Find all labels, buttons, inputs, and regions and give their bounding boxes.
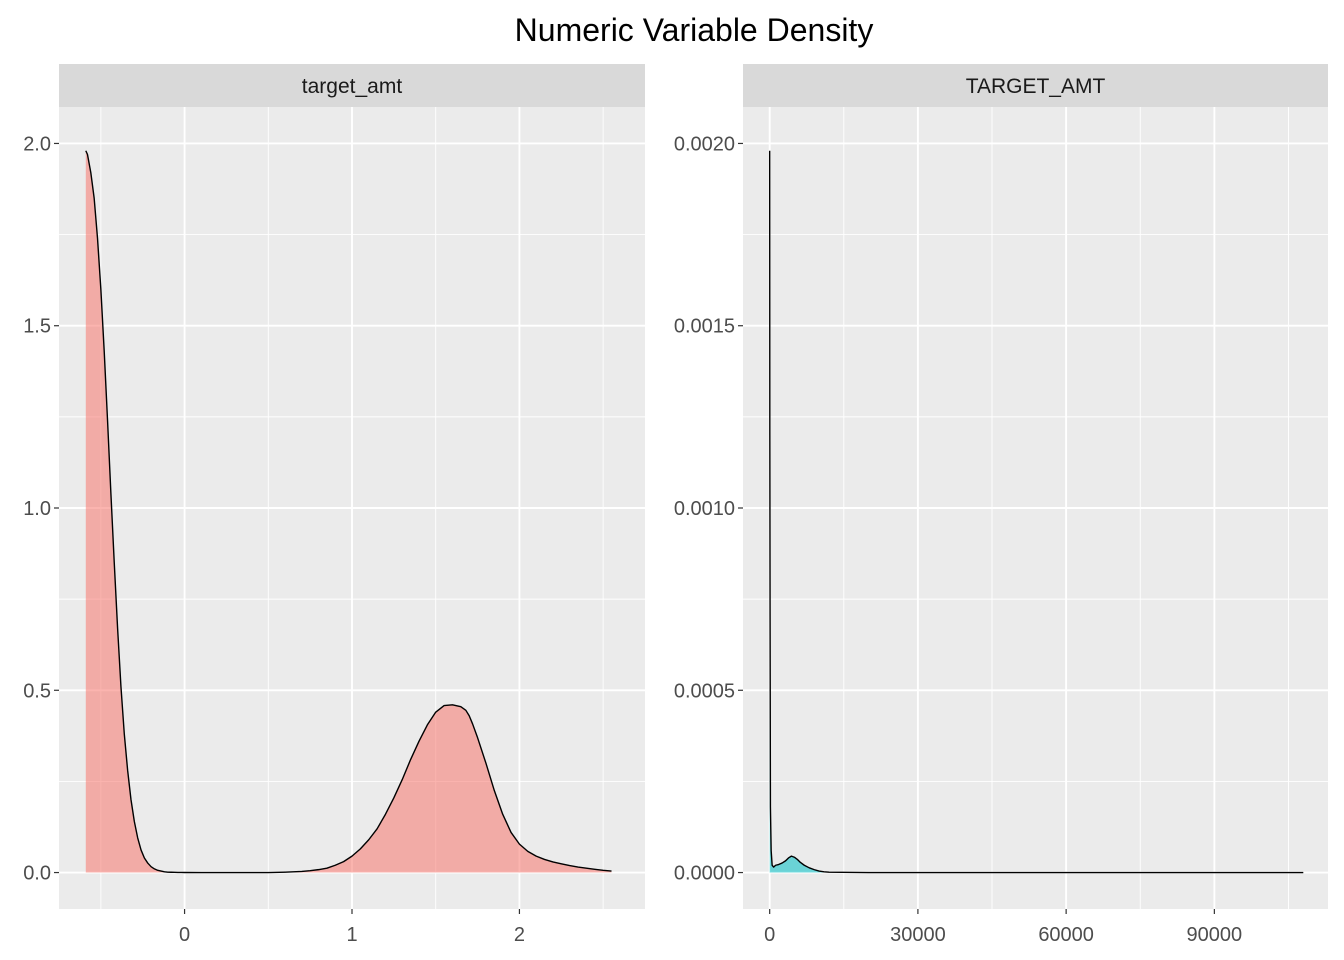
y-tick-label: 0.0005 [674,680,735,702]
y-tick-label: 0.0000 [674,863,735,885]
y-tick-label: 0.0010 [674,498,735,520]
facet-strip [743,64,1328,107]
density-area [768,150,1304,874]
facet-panel-TARGET-AMT: TARGET_AMT 0.0000 0.0005 0.0010 0.0015 0.002… [674,64,1328,946]
facet-panel-target-amt: target_amt 0.0 0.5 1.0 1.5 2.0 0 1 2 [23,64,645,946]
y-tick-label: 1.5 [23,316,51,338]
x-tick-label: 2 [514,924,525,946]
axes: 0.0 0.5 1.0 1.5 2.0 0 1 2 [23,133,525,946]
x-tick-label: 0 [764,924,775,946]
y-tick-label: 1.0 [23,498,51,520]
y-tick-label: 2.0 [23,133,51,155]
x-tick-label: 30000 [890,924,946,946]
density-outline [768,150,1304,874]
gridlines [743,107,1328,909]
figure-title: Numeric Variable Density [515,12,874,48]
x-tick-label: 0 [179,924,190,946]
facet-strip-label: TARGET_AMT [966,75,1106,98]
y-tick-label: 0.5 [23,680,51,702]
y-tick-label: 0.0015 [674,316,735,338]
x-tick-label: 1 [346,924,357,946]
density-area [85,150,612,874]
y-tick-label: 0.0 [23,863,51,885]
axes: 0.0000 0.0005 0.0010 0.0015 0.0020 0 30000 6000… [674,133,1242,946]
density-outline [85,150,612,874]
x-tick-label: 90000 [1187,924,1243,946]
facet-strip [59,64,645,107]
x-tick-label: 60000 [1038,924,1094,946]
facet-strip-label: target_amt [302,75,403,98]
y-tick-label: 0.0020 [674,133,735,155]
